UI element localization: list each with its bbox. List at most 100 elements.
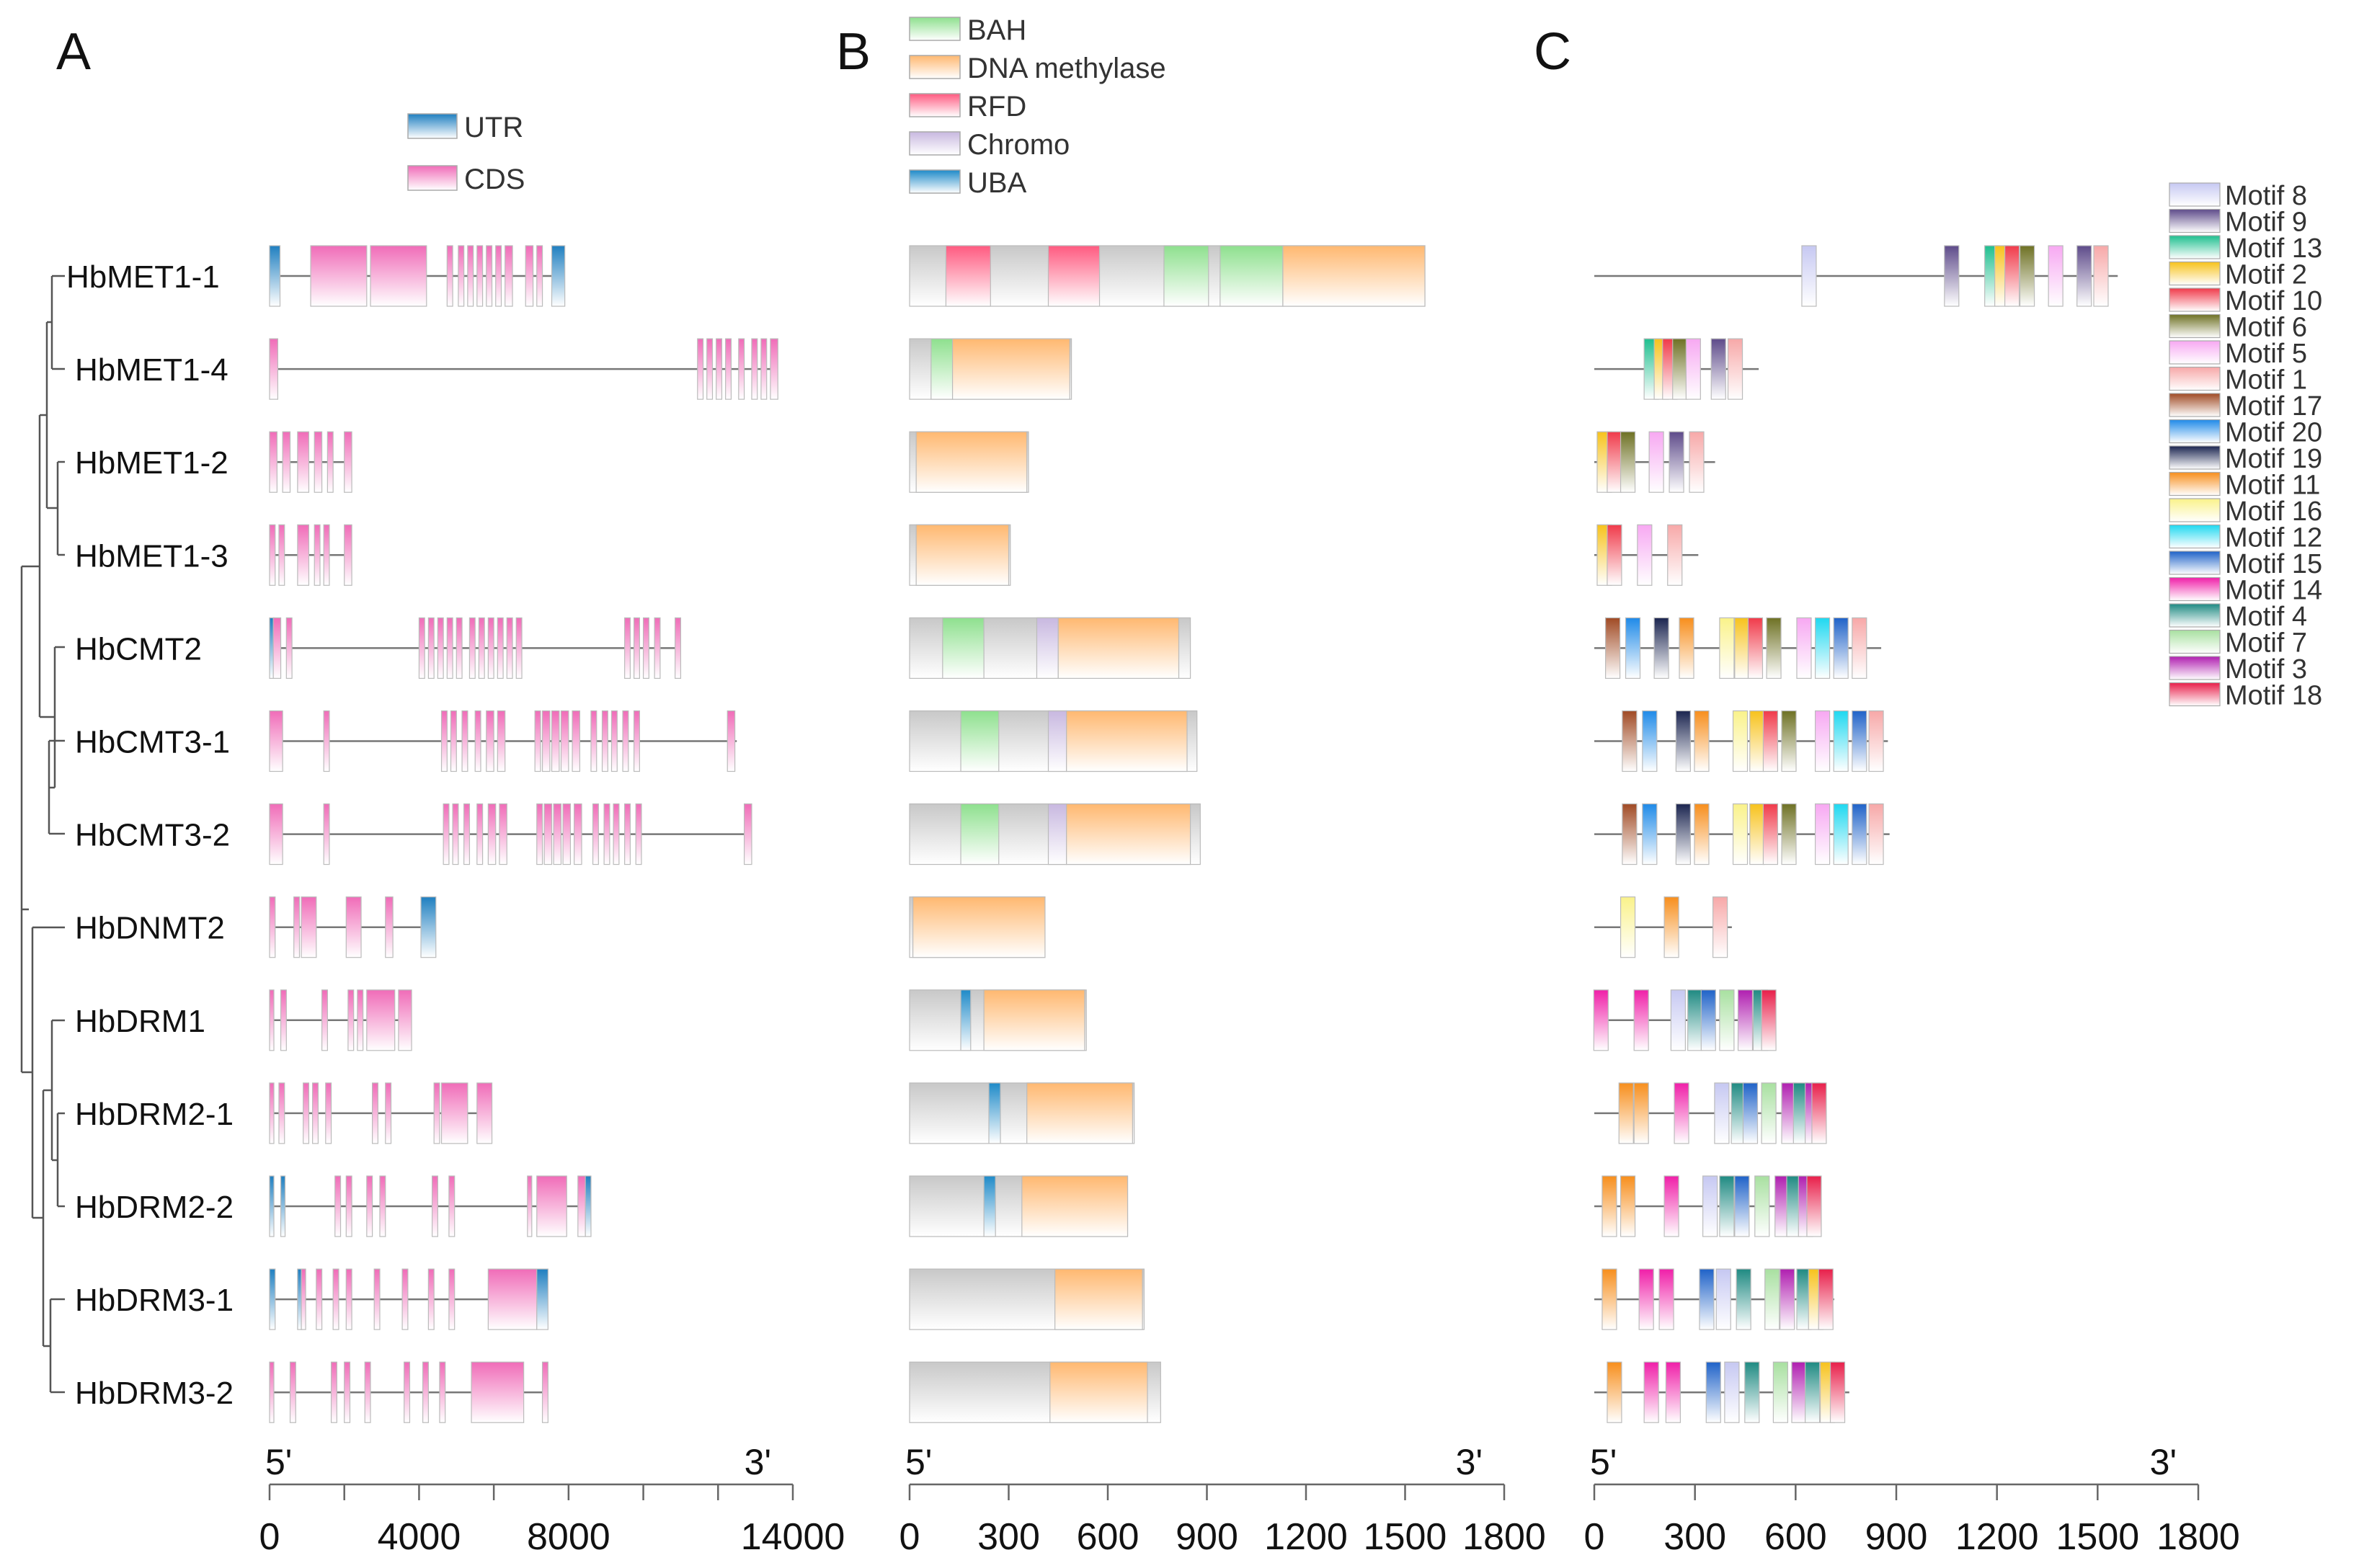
cds-block xyxy=(622,710,629,772)
motif-19-block xyxy=(1675,710,1691,772)
cds-block xyxy=(642,617,649,680)
cds-block xyxy=(385,896,394,958)
legend-swatch-motif-20 xyxy=(2169,419,2221,444)
protein-hbmet1-2 xyxy=(909,431,1029,493)
cds-block xyxy=(272,617,282,680)
axis-c-tick-label-0: 0 xyxy=(1584,1516,1605,1558)
legend-swatch-motif-9 xyxy=(2169,208,2221,233)
axis-b-tick-label-0: 0 xyxy=(899,1516,920,1558)
cds-block xyxy=(278,524,285,586)
legend-swatch-cds xyxy=(407,165,458,191)
motif-16-block xyxy=(1620,896,1636,958)
gene-structure-hbmet1-2 xyxy=(269,431,352,493)
motif-15-block xyxy=(1742,1082,1759,1144)
domain-dna xyxy=(915,524,1010,586)
motif-track-hbmet1-1 xyxy=(1594,245,2118,307)
cds-block xyxy=(553,803,562,865)
cds-block xyxy=(634,710,640,772)
domain-uba xyxy=(960,989,972,1051)
protein-hbmet1-3 xyxy=(909,524,1011,586)
legend-label-motif-5: Motif 5 xyxy=(2225,339,2307,369)
legend-swatch-motif-4 xyxy=(2169,603,2221,628)
motif-5-block xyxy=(1796,617,1812,680)
axis-a-tick-label-4000: 4000 xyxy=(378,1516,461,1558)
motif-5-block xyxy=(1685,338,1701,400)
motif-14-block xyxy=(1593,989,1609,1051)
axis-panel-a: 0 4000 8000 14000 5' 3' xyxy=(259,1442,845,1558)
legend-swatch-motif-2 xyxy=(2169,261,2221,286)
domain-dna xyxy=(983,989,1085,1051)
cds-block xyxy=(463,803,471,865)
cds-block xyxy=(344,1361,351,1423)
cds-block xyxy=(269,803,283,865)
cds-block xyxy=(770,338,778,400)
cds-block xyxy=(301,896,317,958)
axis-panel-b: 0 300 600 900 1200 1500 1800 5' 3' xyxy=(899,1442,1546,1558)
motif-11-block xyxy=(1633,1082,1649,1144)
cds-block xyxy=(278,1082,285,1144)
axis-b-three-prime-label: 3' xyxy=(1456,1442,1483,1482)
cds-block xyxy=(525,245,534,307)
gene-structure-hbdrm1 xyxy=(269,989,412,1051)
cds-block xyxy=(440,1082,468,1144)
axis-b-tick-label-600: 600 xyxy=(1077,1516,1139,1558)
cds-block xyxy=(474,710,481,772)
motif-track-hbcmt3-1 xyxy=(1594,710,1888,772)
motif-17-block xyxy=(1622,710,1638,772)
axis-c-five-prime-label: 5' xyxy=(1590,1442,1617,1482)
cds-block xyxy=(624,617,631,680)
cds-block xyxy=(458,245,465,307)
protein-domains xyxy=(909,245,1426,1423)
legend-swatch-dna xyxy=(909,55,961,79)
motif-18-block xyxy=(1806,1175,1822,1237)
motif-5-block xyxy=(1648,431,1664,493)
motif-track-hbcmt2 xyxy=(1594,617,1882,680)
cds-block xyxy=(431,1175,438,1237)
utr-block xyxy=(420,896,437,958)
cds-block xyxy=(418,617,425,680)
motif-track-hbcmt3-2 xyxy=(1594,803,1890,865)
legend-swatch-rfd xyxy=(909,93,961,117)
cds-block xyxy=(590,710,597,772)
cds-block xyxy=(289,1361,296,1423)
axis-a-tick-label-0: 0 xyxy=(259,1516,280,1558)
protein-hbdrm2-2 xyxy=(909,1175,1129,1237)
legend-swatch-motif-5 xyxy=(2169,340,2221,365)
cds-block xyxy=(601,710,608,772)
cds-block xyxy=(527,1175,533,1237)
gene-structure-hbmet1-3 xyxy=(269,524,352,586)
gene-label-hbmet1-1: HbMET1-1 xyxy=(66,259,220,295)
cds-block xyxy=(285,617,293,680)
motif-18-block xyxy=(1818,1268,1834,1330)
cds-block xyxy=(577,1175,586,1237)
cds-block xyxy=(536,1175,567,1237)
legend-panel-a: UTR CDS xyxy=(407,112,525,195)
legend-swatch-uba xyxy=(909,169,961,194)
motif-2-block xyxy=(1749,710,1765,772)
motif-14-block xyxy=(1665,1361,1681,1423)
motif-15-block xyxy=(1734,1175,1750,1237)
motif-6-block xyxy=(1781,803,1797,865)
cds-block xyxy=(446,245,453,307)
cds-block xyxy=(536,245,543,307)
gene-label-hbmet1-3: HbMET1-3 xyxy=(75,538,228,574)
motif-4-block xyxy=(1736,1268,1751,1330)
domain-chromo xyxy=(1036,617,1059,680)
cds-block xyxy=(385,1082,392,1144)
motif-1-block xyxy=(1727,338,1743,400)
legend-label-motif-10: Motif 10 xyxy=(2225,286,2322,316)
domain-bah xyxy=(942,617,985,680)
cds-block xyxy=(487,1268,538,1330)
domain-dna xyxy=(1066,710,1188,772)
cds-block xyxy=(505,245,513,307)
motif-11-block xyxy=(1620,1175,1636,1237)
motif-1-block xyxy=(1667,524,1683,586)
cds-block xyxy=(404,1361,411,1423)
axis-c-tick-label-300: 300 xyxy=(1663,1516,1726,1558)
cds-block xyxy=(468,617,476,680)
legend-label-motif-1: Motif 1 xyxy=(2225,365,2307,396)
cds-block xyxy=(314,431,323,493)
protein-hbcmt3-1 xyxy=(909,710,1198,772)
legend-label-motif-19: Motif 19 xyxy=(2225,444,2322,474)
